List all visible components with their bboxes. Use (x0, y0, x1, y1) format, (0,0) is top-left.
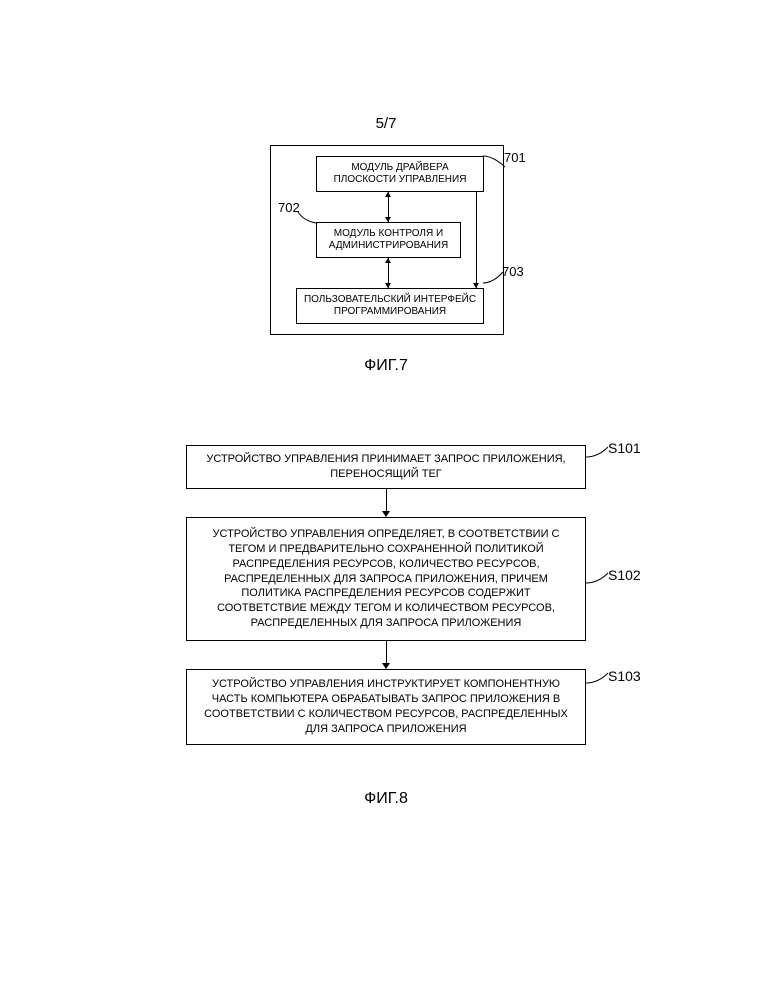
arrowhead-icon (385, 217, 391, 222)
leader-line (586, 446, 610, 458)
fig8-node-s103: УСТРОЙСТВО УПРАВЛЕНИЯ ИНСТРУКТИРУЕТ КОМП… (186, 669, 586, 745)
fig8-node-s101: УСТРОЙСТВО УПРАВЛЕНИЯ ПРИНИМАЕТ ЗАПРОС П… (186, 445, 586, 489)
fig8-ref-s102: S102 (608, 567, 641, 583)
fig8-edge-s102-s103 (386, 641, 387, 663)
fig7-node-701: МОДУЛЬ ДРАЙВЕРА ПЛОСКОСТИ УПРАВЛЕНИЯ (316, 156, 484, 192)
fig7-ref-703: 703 (502, 264, 524, 279)
fig7-container: МОДУЛЬ ДРАЙВЕРА ПЛОСКОСТИ УПРАВЛЕНИЯ МОД… (270, 145, 504, 335)
arrowhead-icon (382, 511, 390, 517)
fig8-ref-s103: S103 (608, 668, 641, 684)
fig8-node-s102: УСТРОЙСТВО УПРАВЛЕНИЯ ОПРЕДЕЛЯЕТ, В СООТ… (186, 517, 586, 641)
fig7-ref-702: 702 (278, 200, 300, 215)
fig8-ref-s101: S101 (608, 440, 641, 456)
page: 5/7 МОДУЛЬ ДРАЙВЕРА ПЛОСКОСТИ УПРАВЛЕНИЯ… (0, 0, 772, 999)
arrowhead-icon (385, 283, 391, 288)
arrowhead-icon (385, 192, 391, 197)
arrowhead-icon (385, 258, 391, 263)
fig7-ref-701: 701 (504, 150, 526, 165)
leader-line (586, 572, 610, 584)
fig8-caption: ФИГ.8 (0, 790, 772, 808)
fig7-caption: ФИГ.7 (0, 357, 772, 375)
leader-line (298, 212, 318, 224)
leader-line (586, 672, 610, 684)
arrowhead-icon (382, 663, 390, 669)
fig8-edge-s101-s102 (386, 489, 387, 511)
fig7-node-703: ПОЛЬЗОВАТЕЛЬСКИЙ ИНТЕРФЕЙС ПРОГРАММИРОВА… (296, 288, 484, 324)
arrowhead-icon (473, 283, 479, 288)
fig7-edge-701-703 (476, 192, 477, 288)
page-number: 5/7 (0, 115, 772, 132)
fig7-node-702: МОДУЛЬ КОНТРОЛЯ И АДМИНИСТРИРОВАНИЯ (316, 222, 461, 258)
